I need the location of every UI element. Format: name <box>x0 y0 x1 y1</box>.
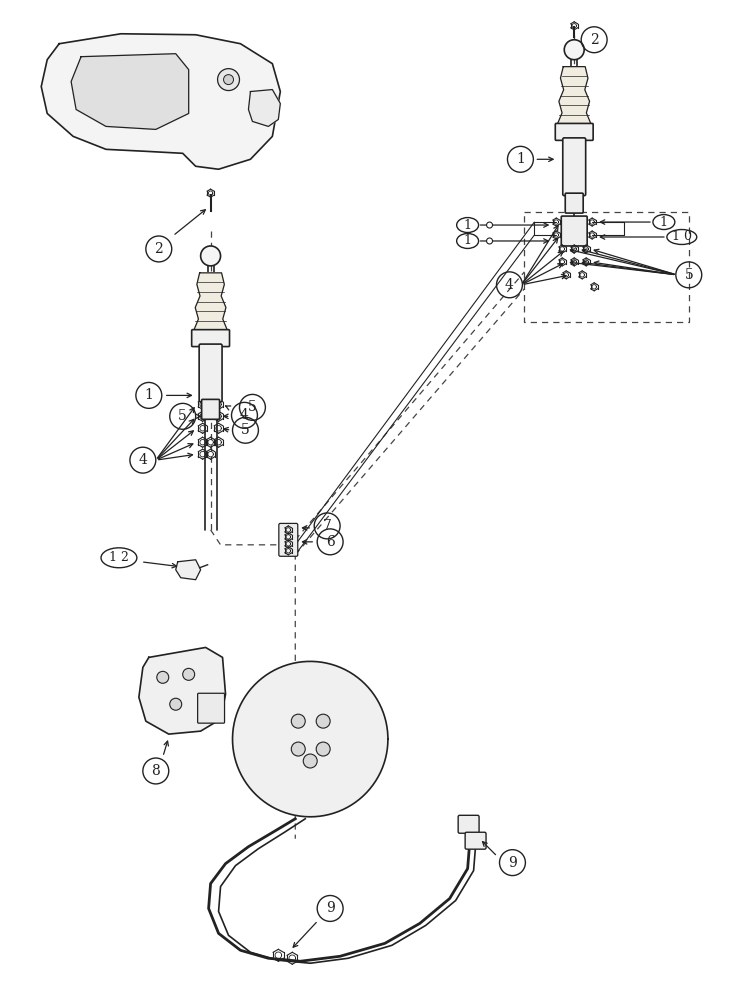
FancyBboxPatch shape <box>562 216 587 246</box>
FancyBboxPatch shape <box>563 138 586 196</box>
Circle shape <box>303 754 317 768</box>
Text: 1 2: 1 2 <box>109 551 129 564</box>
Polygon shape <box>71 54 188 129</box>
Circle shape <box>291 714 305 728</box>
Text: 7: 7 <box>322 519 332 533</box>
Circle shape <box>170 698 182 710</box>
FancyBboxPatch shape <box>199 344 222 402</box>
Polygon shape <box>41 34 280 169</box>
Circle shape <box>486 238 492 244</box>
Text: 1: 1 <box>516 152 525 166</box>
Polygon shape <box>233 661 388 817</box>
Text: 2: 2 <box>590 33 598 47</box>
FancyBboxPatch shape <box>565 193 583 213</box>
Polygon shape <box>139 647 225 734</box>
Circle shape <box>486 222 492 228</box>
Circle shape <box>291 742 305 756</box>
Text: 2: 2 <box>155 242 163 256</box>
Text: 4: 4 <box>138 453 147 467</box>
FancyBboxPatch shape <box>191 330 230 347</box>
Text: 5: 5 <box>178 409 187 423</box>
Text: 1: 1 <box>464 234 472 247</box>
Text: 1: 1 <box>464 219 472 232</box>
Text: 6: 6 <box>326 535 335 549</box>
FancyBboxPatch shape <box>465 832 486 849</box>
Text: 4: 4 <box>240 408 249 422</box>
Text: 9: 9 <box>508 856 517 870</box>
Text: 5: 5 <box>248 400 257 414</box>
Circle shape <box>201 246 221 266</box>
Text: 1 0: 1 0 <box>672 230 692 243</box>
Text: 1: 1 <box>144 388 153 402</box>
Polygon shape <box>557 67 591 124</box>
Circle shape <box>218 69 239 91</box>
Polygon shape <box>176 560 201 580</box>
FancyBboxPatch shape <box>555 123 593 140</box>
Text: 8: 8 <box>152 764 160 778</box>
FancyBboxPatch shape <box>202 399 219 419</box>
Circle shape <box>224 75 233 85</box>
Text: 5: 5 <box>684 268 693 282</box>
Polygon shape <box>194 273 227 331</box>
Text: 1: 1 <box>660 216 668 229</box>
Circle shape <box>316 742 330 756</box>
Circle shape <box>565 40 584 60</box>
FancyBboxPatch shape <box>279 523 298 556</box>
FancyBboxPatch shape <box>458 815 479 833</box>
Circle shape <box>316 714 330 728</box>
Text: 5: 5 <box>241 423 250 437</box>
Circle shape <box>157 671 169 683</box>
Circle shape <box>183 668 194 680</box>
Polygon shape <box>249 90 280 126</box>
Text: 4: 4 <box>505 278 514 292</box>
FancyBboxPatch shape <box>198 693 224 723</box>
Text: 9: 9 <box>326 901 335 915</box>
